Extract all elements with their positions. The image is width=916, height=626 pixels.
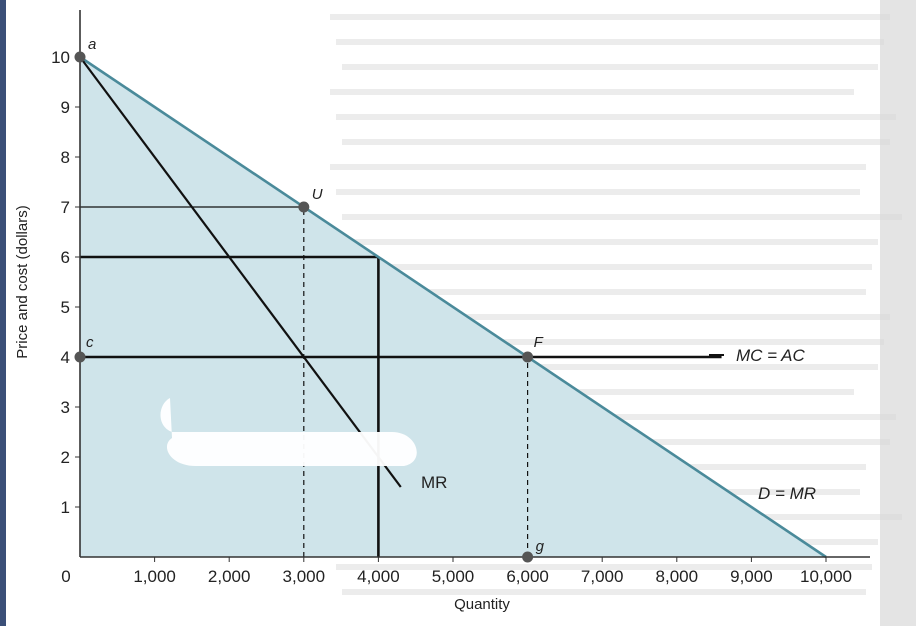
faded-text-line — [330, 14, 890, 20]
y-tick-label: 5 — [61, 298, 70, 317]
mc-ac-label: MC = AC — [736, 346, 806, 365]
point-u — [298, 201, 310, 213]
y-tick-label: 9 — [61, 98, 70, 117]
x-axis-title: Quantity — [454, 596, 510, 613]
point-f — [522, 351, 534, 363]
faded-text-line — [342, 289, 866, 295]
x-tick-label: 7,000 — [581, 567, 624, 586]
faded-text-line — [342, 139, 890, 145]
faded-text-line — [342, 589, 866, 595]
faded-text-line — [330, 89, 854, 95]
faded-text-line — [336, 114, 896, 120]
faded-text-line — [330, 164, 866, 170]
y-tick-label: 3 — [61, 398, 70, 417]
point-g — [522, 551, 534, 563]
x-tick-labels: 1,000 2,000 3,000 4,000 5,000 6,000 7,000 8,000… — [133, 557, 852, 586]
faded-text-line — [336, 39, 884, 45]
point-a — [74, 51, 86, 63]
axes — [79, 10, 870, 558]
faded-text-line — [342, 364, 878, 370]
x-tick-label: 1,000 — [133, 567, 176, 586]
y-tick-label: 4 — [61, 348, 70, 367]
faded-text-line — [342, 214, 902, 220]
x-tick-label: 2,000 — [208, 567, 251, 586]
origin-label: 0 — [61, 567, 70, 586]
x-tick-label: 9,000 — [730, 567, 773, 586]
y-tick-label: 8 — [61, 148, 70, 167]
point-label-a: a — [88, 36, 96, 53]
point-c — [74, 351, 86, 363]
mr-curve — [79, 56, 402, 488]
x-tick-label: 6,000 — [506, 567, 549, 586]
faded-text-line — [342, 64, 878, 70]
white-blob — [160, 398, 417, 466]
labeled-points: a U Fc g — [74, 36, 545, 563]
y-tick-labels: 1 2 3 4 5 6 7 8 9 10 — [51, 48, 80, 517]
point-label-f: F — [534, 334, 544, 351]
y-axis-title: Price and cost (dollars) — [14, 205, 31, 358]
series-lines — [79, 55, 827, 559]
point-label-u: U — [312, 186, 323, 203]
y-tick-label: 6 — [61, 248, 70, 267]
left-edge-shadow — [0, 0, 6, 626]
x-tick-label: 10,000 — [800, 567, 852, 586]
faded-text-line — [330, 239, 878, 245]
faded-text-line — [330, 389, 854, 395]
x-tick-label: 8,000 — [656, 567, 699, 586]
right-edge-shadow — [880, 0, 916, 626]
y-tick-label: 1 — [61, 498, 70, 517]
demand-curve — [79, 55, 827, 559]
faded-text-line — [336, 339, 884, 345]
y-tick-label: 2 — [61, 448, 70, 467]
x-tick-label: 4,000 — [357, 567, 400, 586]
x-tick-label: 3,000 — [283, 567, 326, 586]
faded-text-line — [330, 314, 890, 320]
faded-text-line — [336, 264, 872, 270]
y-tick-label: 10 — [51, 48, 70, 67]
y-tick-label: 7 — [61, 198, 70, 217]
x-tick-label: 5,000 — [432, 567, 475, 586]
point-label-g: g — [536, 538, 545, 555]
point-label-c: c — [86, 334, 94, 351]
faded-text-line — [336, 189, 860, 195]
d-mr-label: D = MR — [758, 484, 816, 503]
faded-text-line — [336, 564, 872, 570]
mr-label: MR — [421, 473, 447, 492]
